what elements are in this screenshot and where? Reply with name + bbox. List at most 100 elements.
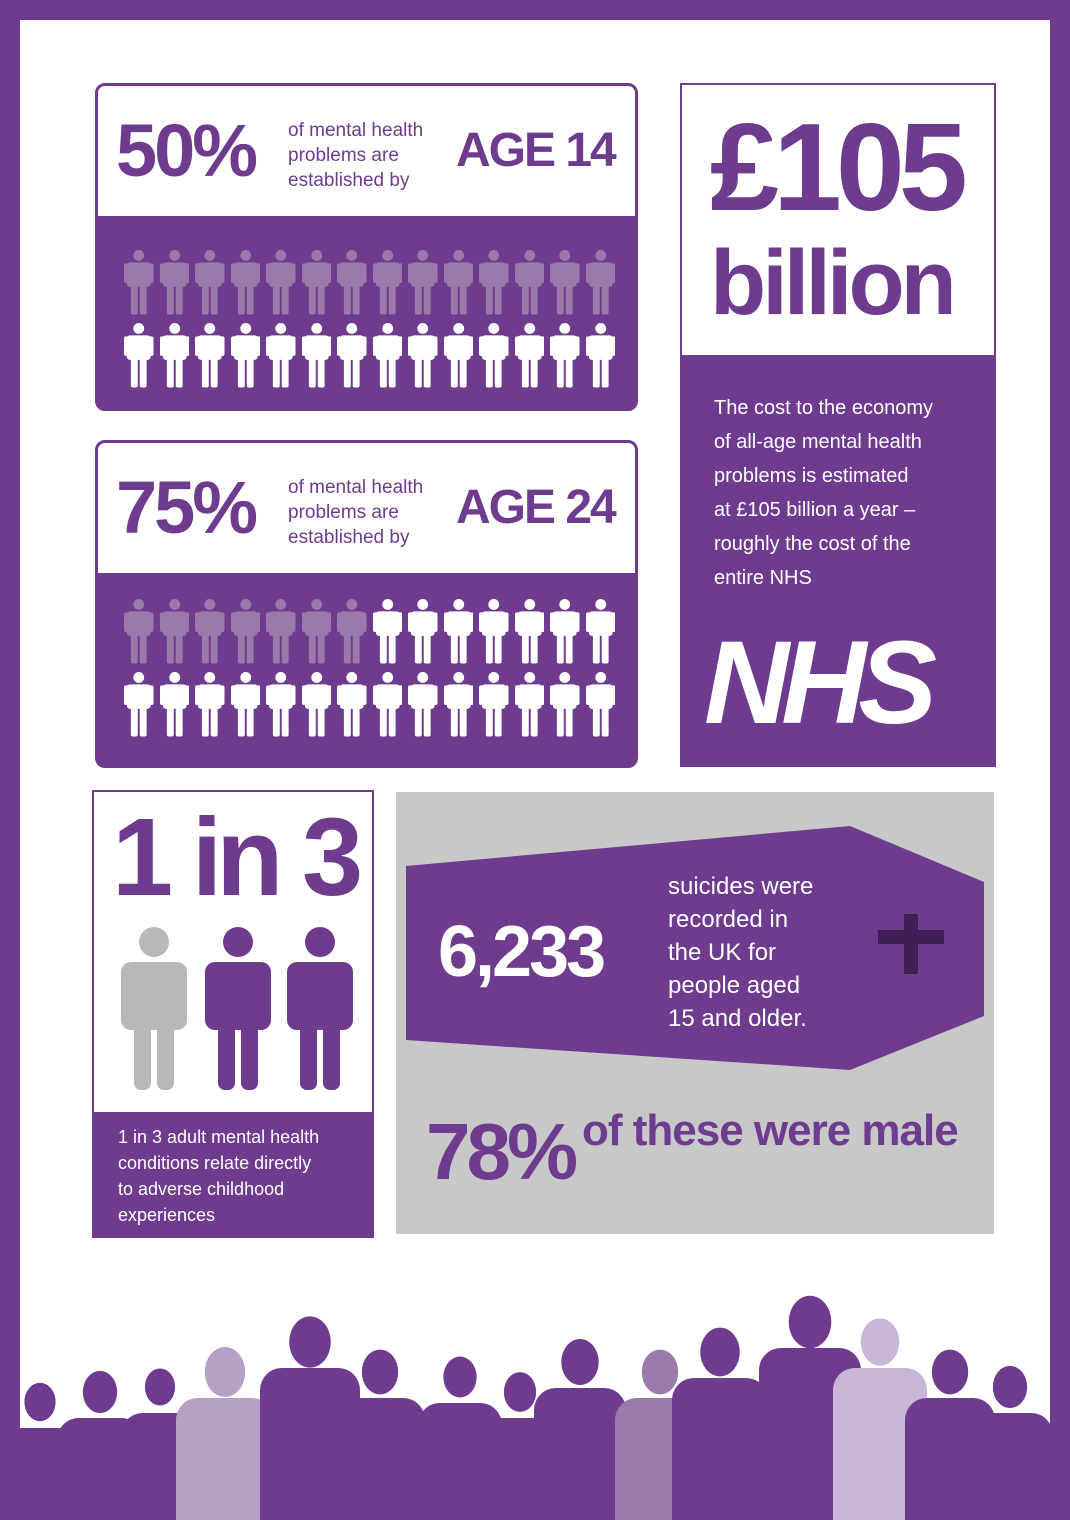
person-icon — [550, 323, 580, 388]
person-icon — [443, 672, 473, 737]
person-icon — [301, 250, 331, 315]
person-icon — [337, 323, 367, 388]
person-icon — [479, 250, 509, 315]
suicide-line: the UK for — [668, 939, 777, 966]
person-icon — [266, 323, 296, 388]
person-icon — [266, 250, 296, 315]
cost-card: £105 billion The cost to the economy of … — [680, 83, 996, 767]
silhouette-person — [967, 1365, 1050, 1520]
person-icon — [124, 599, 154, 664]
crowd-silhouette — [20, 1295, 1050, 1520]
ratio-line: to adverse childhood — [118, 1179, 285, 1199]
person-icon — [195, 599, 225, 664]
ratio-figures — [116, 926, 356, 1096]
male-percent: 78% — [426, 1107, 578, 1196]
person-icon — [337, 250, 367, 315]
cross-icon — [878, 914, 944, 974]
three-people-icon — [121, 927, 353, 1090]
cost-line: at £105 billion a year – — [714, 499, 916, 521]
silhouette-person — [176, 1347, 274, 1520]
suicide-count: 6,233 — [438, 912, 606, 992]
person-icon — [372, 250, 402, 315]
person-icon — [372, 672, 402, 737]
person-icon — [372, 599, 402, 664]
cost-line: roughly the cost of the — [714, 533, 911, 555]
infographic: 50% of mental health problems are establ… — [20, 20, 1050, 1520]
people-row — [124, 322, 615, 388]
stat-header: 50% of mental health problems are establ… — [98, 86, 635, 216]
coffin-shape — [406, 826, 984, 1070]
person-icon — [230, 672, 260, 737]
person-icon — [408, 672, 438, 737]
person-icon — [301, 672, 331, 737]
purple-person-icon — [205, 927, 271, 1090]
person-icon — [514, 250, 544, 315]
person-icon — [550, 250, 580, 315]
cost-line: of all-age mental health — [714, 431, 922, 453]
suicide-panel: 6,233 suicides were recorded in the UK f… — [396, 792, 994, 1234]
suicide-line: recorded in — [668, 906, 789, 933]
suicide-description: suicides were recorded in the UK for peo… — [668, 870, 813, 1035]
person-icon — [408, 250, 438, 315]
person-icon — [479, 599, 509, 664]
stat-percent: 50% — [116, 109, 258, 192]
person-icon — [159, 599, 189, 664]
person-icon — [585, 250, 615, 315]
person-icon — [585, 323, 615, 388]
gray-person-icon — [121, 927, 187, 1090]
cost-amount: £105 — [710, 99, 968, 237]
person-icon — [479, 672, 509, 737]
silhouette-person — [833, 1318, 927, 1520]
ratio-headline: 1 in 3 — [112, 796, 363, 919]
person-icon — [408, 599, 438, 664]
person-icon — [585, 599, 615, 664]
person-icon — [301, 599, 331, 664]
stat-card-age-14: 50% of mental health problems are establ… — [95, 83, 638, 411]
purple-person-icon — [287, 927, 353, 1090]
person-icon — [230, 599, 260, 664]
cost-unit: billion — [710, 232, 957, 334]
silhouette-person — [534, 1338, 626, 1520]
person-icon — [124, 672, 154, 737]
cost-description: The cost to the economy of all-age menta… — [714, 391, 933, 595]
desc-line: established by — [288, 170, 410, 191]
person-icon — [337, 599, 367, 664]
person-icon — [301, 323, 331, 388]
person-icon — [550, 672, 580, 737]
cost-line: problems is estimated — [714, 465, 909, 487]
ratio-line: 1 in 3 adult mental health — [118, 1127, 320, 1147]
cost-panel: The cost to the economy of all-age menta… — [682, 355, 994, 765]
ratio-description: 1 in 3 adult mental health conditions re… — [118, 1124, 319, 1228]
stat-header: 75% of mental health problems are establ… — [98, 443, 635, 573]
person-icon — [159, 250, 189, 315]
suicide-line: suicides were — [668, 873, 814, 900]
person-icon — [159, 323, 189, 388]
person-icon — [479, 323, 509, 388]
person-icon — [230, 250, 260, 315]
ratio-panel: 1 in 3 adult mental health conditions re… — [94, 1112, 372, 1236]
person-icon — [266, 599, 296, 664]
person-icon — [195, 323, 225, 388]
person-icon — [195, 250, 225, 315]
person-icon — [514, 323, 544, 388]
stat-card-age-24: 75% of mental health problems are establ… — [95, 440, 638, 768]
male-text: of these were male — [582, 1106, 959, 1155]
people-row — [124, 671, 615, 737]
person-icon — [443, 599, 473, 664]
person-icon — [195, 672, 225, 737]
cost-line: The cost to the economy — [714, 397, 934, 419]
cost-line: entire NHS — [714, 567, 812, 589]
stat-description: of mental health problems are establishe… — [288, 118, 423, 193]
person-icon — [230, 323, 260, 388]
suicide-line: 15 and older. — [668, 1005, 807, 1032]
person-icon — [159, 672, 189, 737]
people-row — [124, 598, 615, 664]
ratio-line: conditions relate directly — [118, 1153, 312, 1173]
ratio-line: experiences — [118, 1205, 216, 1225]
stat-age: AGE 24 — [456, 481, 617, 534]
person-icon — [585, 672, 615, 737]
person-icon — [337, 672, 367, 737]
person-icon — [514, 672, 544, 737]
suicide-line: people aged — [668, 972, 801, 999]
nhs-logo: NHS — [704, 617, 937, 749]
